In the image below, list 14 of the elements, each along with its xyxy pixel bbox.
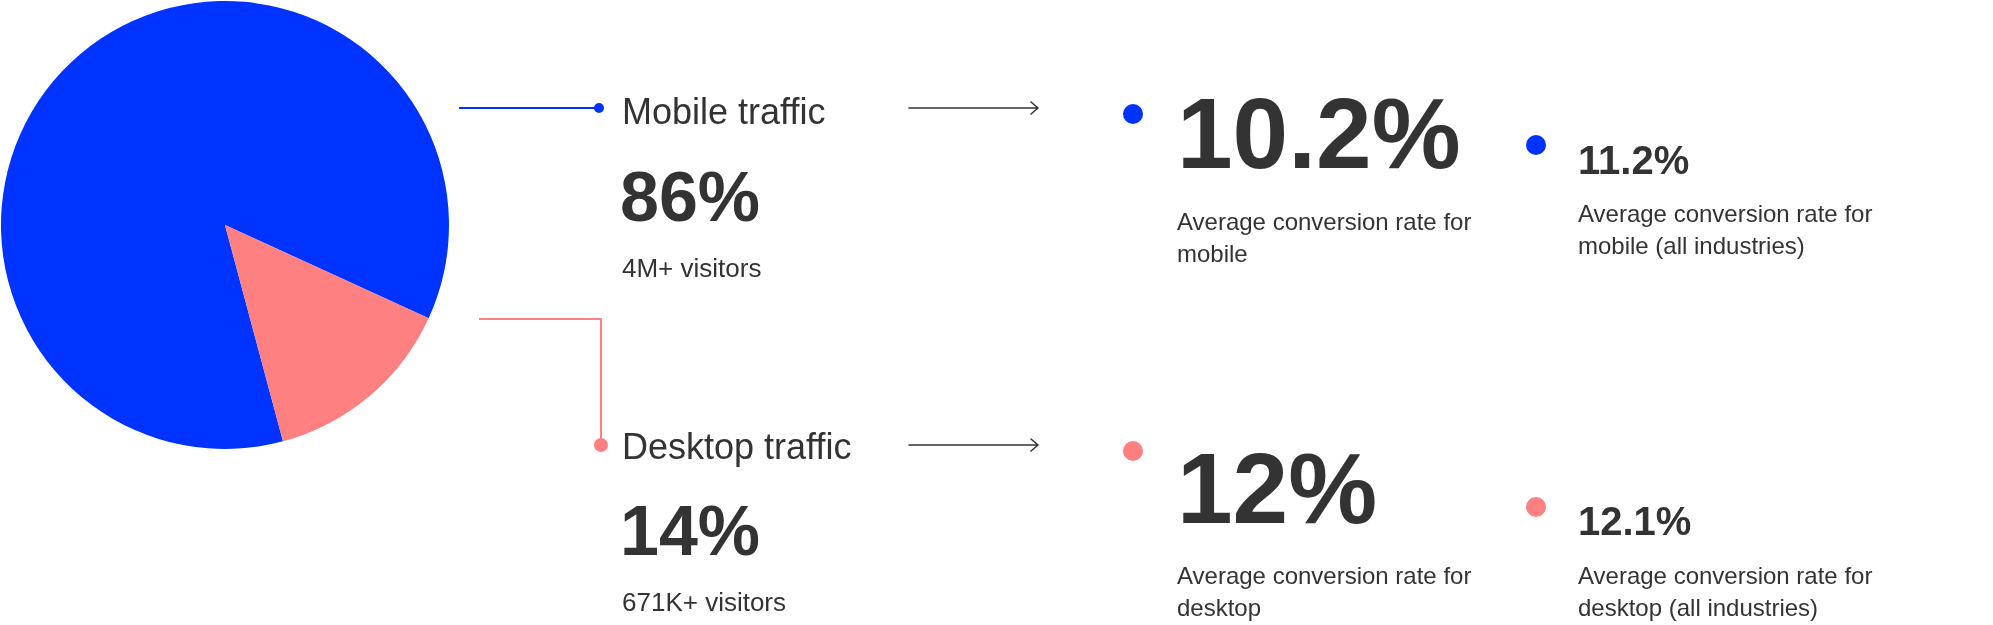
data-label: 14%	[620, 491, 761, 570]
text: 11.2%	[1578, 138, 1690, 182]
legend-label: Mobile traffic	[622, 90, 826, 132]
text: Average conversion rate for desktop	[1177, 560, 1473, 623]
text: Average conversion rate for mobile	[1177, 206, 1473, 269]
text: 4M+ visitors	[622, 253, 762, 283]
text: 12%	[1177, 432, 1378, 545]
text: 12.1%	[1578, 499, 1692, 543]
text: 671K+ visitors	[622, 587, 787, 617]
text: 10.2%	[1177, 77, 1461, 190]
data-label: 86%	[620, 157, 761, 236]
legend-label: Desktop traffic	[622, 425, 852, 467]
text: Average conversion rate for mobile (all industries)	[1578, 198, 1874, 261]
text: Average conversion rate for desktop (all industries)	[1578, 560, 1874, 623]
